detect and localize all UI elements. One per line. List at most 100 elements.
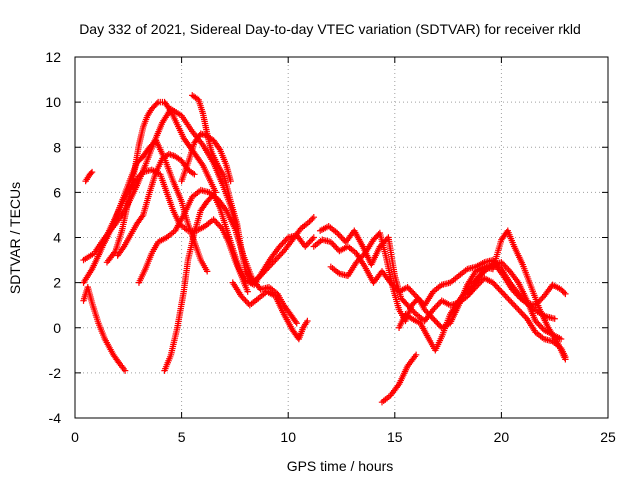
series-t7 [114,150,198,259]
data-point [265,264,272,271]
data-point [213,219,220,226]
data-point [518,309,525,316]
data-point [270,258,278,265]
series-t1 [82,168,96,185]
y-tick-labels: -4 -2 0 2 4 6 8 10 12 [45,49,61,426]
data-point [243,298,251,306]
x-tick-label: 0 [71,429,79,445]
data-point [276,243,283,250]
data-point [516,308,524,315]
data-point [464,286,471,293]
series-t14 [316,223,569,361]
data-point [331,243,339,250]
data-point [304,240,312,247]
data-point [306,238,313,246]
data-point [476,279,484,286]
series-t2 [80,283,129,374]
data-point [353,259,360,266]
data-point [166,106,174,113]
data-point [211,217,219,225]
data-point [505,295,512,303]
data-point [428,314,435,321]
data-point [431,317,438,324]
data-point [499,260,507,268]
data-point [513,290,520,298]
data-point [216,222,223,229]
data-point [536,322,543,329]
axis-ticks [74,56,609,419]
data-point [293,320,300,327]
y-tick-label: 2 [53,275,61,291]
data-point [491,280,498,288]
data-point [269,259,276,267]
x-axis-label: GPS time / hours [287,458,394,474]
data-point [307,237,315,244]
data-point [562,356,569,363]
data-point [263,265,271,273]
data-point [499,289,507,297]
data-layer [80,92,569,406]
data-point [280,238,288,246]
data-point [273,255,281,262]
data-point [508,298,515,306]
series-t11 [178,130,234,185]
x-tick-label: 5 [178,429,186,445]
data-point [302,243,309,250]
data-point [498,288,505,295]
data-point [309,235,316,243]
data-point [310,234,317,241]
data-point [431,304,438,312]
data-point [191,171,198,178]
series-t17 [395,259,565,354]
data-point [309,215,316,222]
data-point [506,297,514,304]
data-point [429,315,437,322]
y-tick-label: 10 [45,94,61,110]
data-point [132,176,140,183]
data-point [435,321,443,328]
data-point [310,213,317,221]
data-point [275,253,282,261]
data-point [537,323,545,331]
data-point [501,291,508,298]
data-point [407,286,414,294]
series-t16 [378,351,420,406]
data-point [478,277,485,285]
data-point [330,241,337,249]
y-tick-label: 6 [53,184,61,200]
data-point [276,252,283,259]
data-point [512,303,519,310]
data-point [511,289,519,296]
data-point [434,320,441,327]
data-point [227,177,234,185]
data-point [509,300,516,307]
y-axis-label: SDTVAR / TECUs [7,182,23,294]
y-tick-label: -4 [49,410,62,426]
x-tick-label: 15 [387,429,403,445]
data-point [329,240,336,247]
y-tick-label: 0 [53,320,61,336]
data-point [515,306,522,313]
data-point [87,169,95,177]
data-point [533,319,541,326]
y-tick-label: 12 [45,49,61,65]
data-point [335,231,342,238]
data-point [336,232,344,240]
data-point [137,171,144,179]
data-point [519,311,526,318]
data-point [279,240,286,247]
data-point [496,286,504,294]
data-point [502,263,509,271]
data-point [535,320,542,328]
data-point [503,265,511,272]
data-point [354,257,362,265]
data-point [425,311,433,318]
data-point [272,256,279,264]
data-point [214,220,222,228]
data-point [138,213,146,220]
data-point [551,315,558,322]
data-point [356,256,363,263]
data-point [292,318,299,325]
data-point [562,290,569,298]
